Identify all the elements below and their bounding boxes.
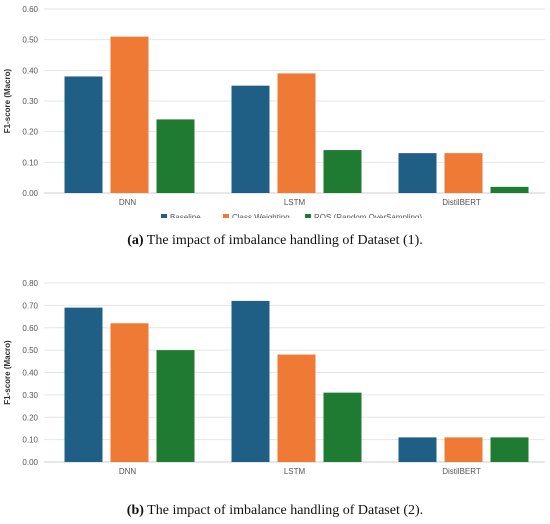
y-tick-label: 0.30 xyxy=(22,391,38,400)
caption-a: (a) The impact of imbalance handling of … xyxy=(0,233,550,249)
x-tick-label: LSTM xyxy=(284,467,306,476)
bar xyxy=(277,354,316,462)
y-tick-label: 0.10 xyxy=(22,436,38,445)
y-axis-label: F1-score (Macro) xyxy=(3,68,12,133)
bar xyxy=(231,300,270,462)
bar xyxy=(398,153,437,193)
bar-chart-dataset-2: 0.00 0.10 0.20 0.30 0.40 0.50 0.60 0.70 0.80 F1-s… xyxy=(3,279,545,476)
x-tick-label: DNN xyxy=(119,198,137,207)
chart-panel-b: 0.00 0.10 0.20 0.30 0.40 0.50 0.60 0.70 0.80 F1-s… xyxy=(0,262,550,524)
legend-swatch xyxy=(161,214,167,218)
bar xyxy=(444,437,483,462)
x-tick-label: DNN xyxy=(119,467,137,476)
legend-label: Baseline xyxy=(170,213,201,218)
bar xyxy=(490,437,529,462)
y-tick-label: 0.60 xyxy=(22,5,38,14)
y-tick-label: 0.40 xyxy=(22,66,38,75)
x-tick-label: LSTM xyxy=(284,198,306,207)
y-tick-label: 0.00 xyxy=(22,458,38,467)
bar xyxy=(323,392,362,462)
y-tick-label: 0.50 xyxy=(22,346,38,355)
bar xyxy=(323,150,362,193)
y-tick-label: 0.10 xyxy=(22,158,38,167)
legend-label: ROS (Random OverSampling) xyxy=(314,213,422,218)
x-tick-label: DistilBERT xyxy=(442,198,481,207)
x-tick-label: DistilBERT xyxy=(442,467,481,476)
y-tick-label: 0.50 xyxy=(22,36,38,45)
bar xyxy=(156,350,195,462)
y-tick-label: 0.40 xyxy=(22,369,38,378)
caption-a-text: The impact of imbalance handling of Data… xyxy=(146,233,423,248)
y-tick-label: 0.80 xyxy=(22,279,38,288)
caption-b: (b) The impact of imbalance handling of … xyxy=(0,503,550,519)
y-tick-label: 0.20 xyxy=(22,413,38,422)
bar xyxy=(231,85,270,193)
bar xyxy=(64,76,103,193)
y-tick-label: 0.70 xyxy=(22,301,38,310)
legend-swatch xyxy=(223,214,229,218)
y-tick-label: 0.00 xyxy=(22,189,38,198)
y-axis-label: F1-score (Macro) xyxy=(3,340,12,405)
y-tick-label: 0.60 xyxy=(22,324,38,333)
caption-b-text: The impact of imbalance handling of Data… xyxy=(147,503,424,518)
chart-panel-a: 0.00 0.10 0.20 0.30 0.40 0.50 0.60 F1-score (Ma… xyxy=(0,5,550,249)
bar xyxy=(444,153,483,193)
bar xyxy=(64,307,103,462)
caption-b-label: (b) xyxy=(126,503,144,518)
legend-swatch xyxy=(305,214,311,218)
y-tick-label: 0.20 xyxy=(22,128,38,137)
bar xyxy=(490,186,529,193)
caption-a-label: (a) xyxy=(127,233,144,248)
bar xyxy=(277,73,316,193)
bar-chart-dataset-1: 0.00 0.10 0.20 0.30 0.40 0.50 0.60 F1-score (Ma… xyxy=(3,5,545,218)
legend-label: Class Weighting xyxy=(232,213,290,218)
bar xyxy=(398,437,437,462)
y-tick-label: 0.30 xyxy=(22,97,38,106)
bar xyxy=(156,119,195,193)
bar xyxy=(110,36,149,193)
bar xyxy=(110,323,149,462)
